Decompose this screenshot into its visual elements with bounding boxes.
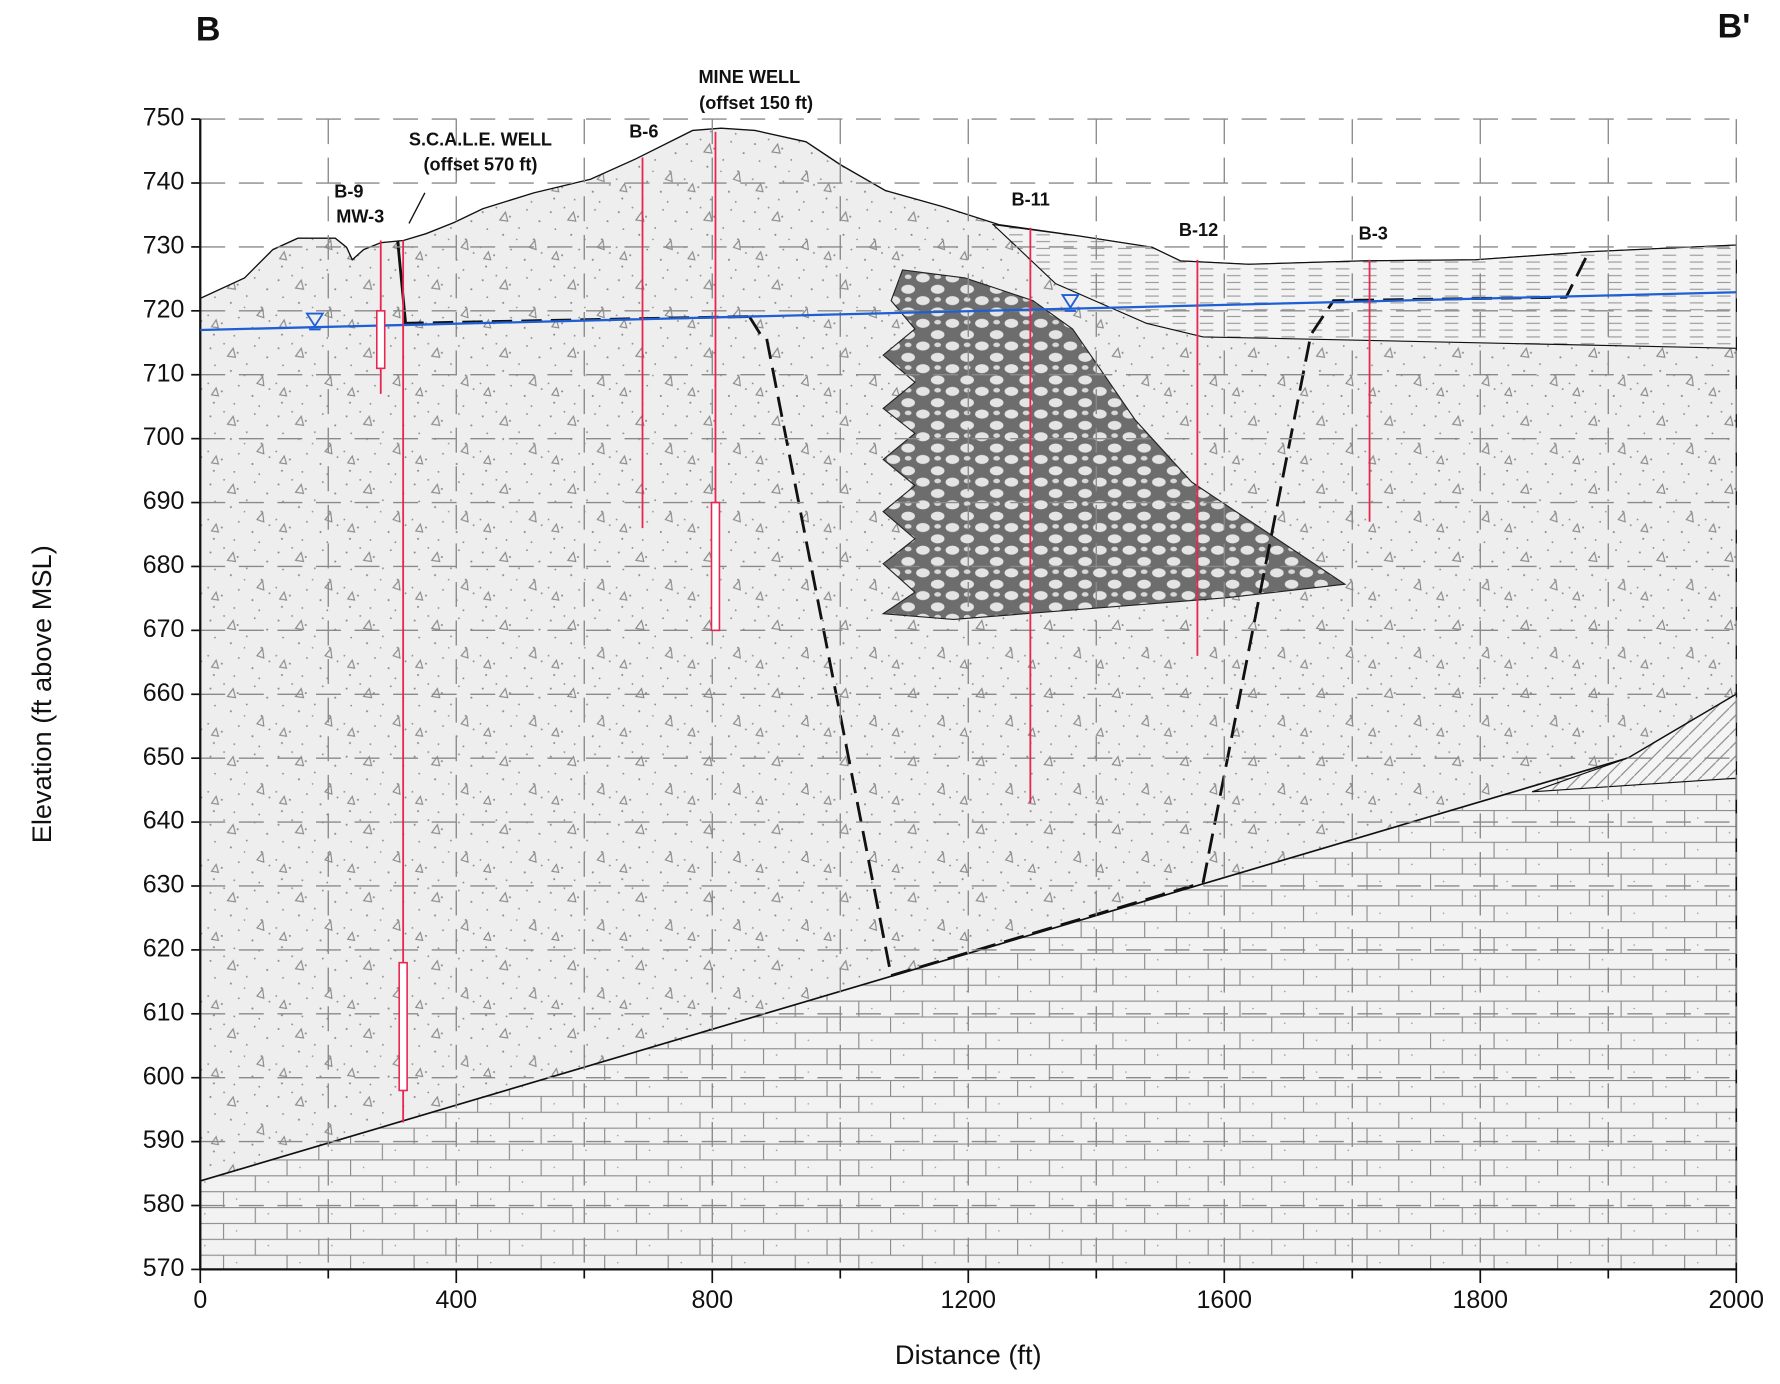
x-axis-title: Distance (ft) [895,1339,1042,1370]
well-label: MINE WELL [698,67,800,87]
contact-line [396,240,408,324]
fill-layer [991,223,1737,349]
y-tick-label: 660 [143,679,185,707]
gravel [881,269,1347,620]
y-tick-label: 670 [143,615,185,643]
well-label: S.C.A.L.E. WELL [409,129,552,149]
y-tick-label: 740 [143,168,185,196]
contact-line [890,881,1204,977]
y-tick-label: 610 [143,998,185,1026]
well-label: B-3 [1359,224,1388,244]
y-tick-label: 650 [143,743,185,771]
section-end: B' [1718,7,1751,45]
x-tick-label: 0 [193,1286,207,1314]
x-tick-label: 400 [435,1286,477,1314]
water-table [200,291,1737,332]
x-tick-label: 800 [691,1286,733,1314]
well-label: B-11 [1012,190,1050,210]
x-tick-label: 1200 [941,1286,996,1314]
y-tick-label: 710 [143,359,185,387]
contact-line [748,315,893,976]
y-tick-label: 690 [143,487,185,515]
y-tick-label: 730 [143,232,185,260]
y-tick-label: 590 [143,1126,185,1154]
x-tick-label: 1600 [1197,1286,1252,1314]
y-tick-label: 580 [143,1190,185,1218]
well-label: B-6 [629,122,658,142]
y-tick-label: 700 [143,423,185,451]
water-symbol [1060,294,1080,312]
y-tick-label: 640 [143,807,185,835]
y-tick-label: 600 [143,1062,185,1090]
y-tick-label: 720 [143,295,185,323]
well-screen [375,310,386,370]
overlay: 570 580 590 600 610 620 630 640 650 660 670 680 690 7… [143,67,1764,1314]
x-tick-label: 2000 [1709,1286,1764,1314]
well-label: B-9 [334,182,363,202]
label-pointer [408,192,426,224]
contacts [403,251,1591,977]
y-tick-label: 750 [143,104,185,132]
hatched-unit [1531,693,1737,793]
well-label: B-12 [1179,220,1218,240]
well-label: (offset 150 ft) [699,93,813,113]
y-tick-label: 570 [143,1254,185,1282]
well-label: MW-3 [336,207,384,227]
section-start: B [196,11,221,49]
well-label: (offset 570 ft) [424,154,538,174]
contact-line [1201,251,1591,883]
well-screen [398,961,408,1092]
water-symbol [305,312,325,331]
y-tick-label: 680 [143,551,185,579]
y-tick-label: 630 [143,871,185,899]
y-axis-title: Elevation (ft above MSL) [26,545,57,843]
x-tick-label: 1800 [1453,1286,1508,1314]
y-tick-label: 620 [143,934,185,962]
well-screen [710,501,721,632]
